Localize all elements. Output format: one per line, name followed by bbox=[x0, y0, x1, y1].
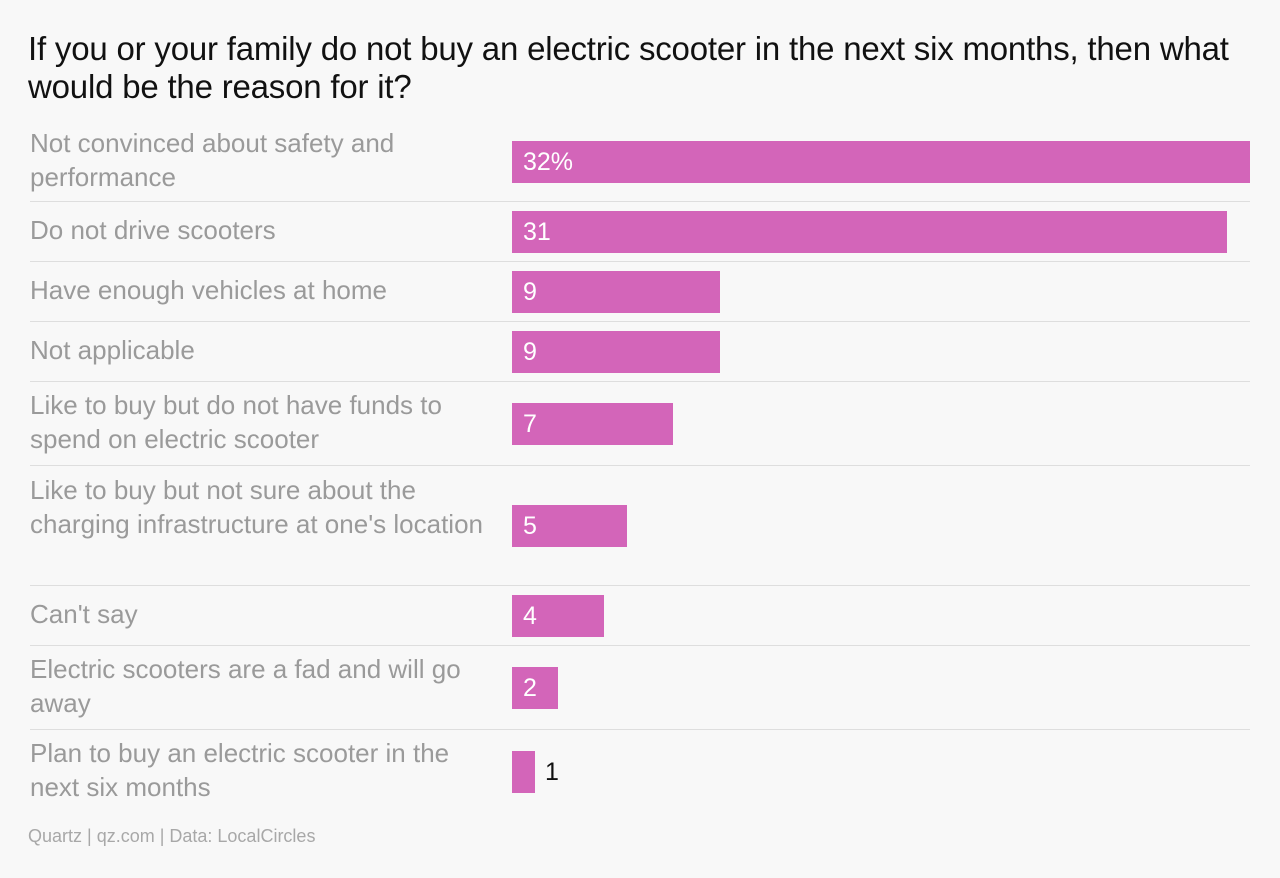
bar-row: Do not drive scooters 31 bbox=[0, 202, 1280, 262]
row-divider bbox=[30, 585, 1250, 586]
row-divider bbox=[30, 465, 1250, 466]
category-label: Can't say bbox=[30, 599, 138, 629]
bar-value-label: 9 bbox=[523, 338, 537, 366]
bar bbox=[512, 271, 720, 313]
bar-row: Electric scooters are a fad and will go … bbox=[0, 646, 1280, 730]
category-label: Have enough vehicles at home bbox=[30, 275, 388, 305]
bar bbox=[512, 751, 535, 793]
row-divider bbox=[30, 729, 1250, 730]
bar-value-label: 1 bbox=[545, 758, 559, 786]
bar-row: Plan to buy an electric scooter in the n… bbox=[0, 730, 1280, 814]
bar-value-label: 32% bbox=[523, 148, 574, 176]
bar bbox=[512, 595, 604, 637]
bar-value-label: 7 bbox=[523, 410, 537, 438]
bar bbox=[512, 141, 1250, 183]
category-label: Plan to buy an electric scooter in the n… bbox=[30, 738, 450, 802]
row-divider bbox=[30, 201, 1250, 202]
bar-value-label: 2 bbox=[523, 674, 537, 702]
category-label: Like to buy but do not have funds to spe… bbox=[30, 390, 442, 454]
row-divider bbox=[30, 645, 1250, 646]
bar bbox=[512, 331, 720, 373]
row-divider bbox=[30, 321, 1250, 322]
bar-value-label: 4 bbox=[523, 602, 537, 630]
bar-value-label: 31 bbox=[523, 218, 551, 246]
bar-row: Like to buy but not sure about the charg… bbox=[0, 466, 1280, 586]
bar-row: Can't say 4 bbox=[0, 586, 1280, 646]
category-label: Do not drive scooters bbox=[30, 215, 276, 245]
row-divider bbox=[30, 261, 1250, 262]
bar bbox=[512, 505, 627, 547]
category-label: Electric scooters are a fad and will go … bbox=[30, 654, 461, 718]
bar-value-label: 9 bbox=[523, 278, 537, 306]
bar bbox=[512, 667, 558, 709]
bar bbox=[512, 211, 1227, 253]
bar-row: Like to buy but do not have funds to spe… bbox=[0, 382, 1280, 466]
bar-row: Not convinced about safety and performan… bbox=[0, 122, 1280, 202]
bar-row: Have enough vehicles at home 9 bbox=[0, 262, 1280, 322]
category-label: Not convinced about safety and performan… bbox=[30, 128, 395, 192]
bar-value-label: 5 bbox=[523, 512, 537, 540]
category-label: Like to buy but not sure about the charg… bbox=[30, 475, 483, 539]
category-label: Not applicable bbox=[30, 335, 195, 365]
bar-row: Not applicable 9 bbox=[0, 322, 1280, 382]
bar bbox=[512, 403, 673, 445]
row-divider bbox=[30, 381, 1250, 382]
source-credit: Quartz | qz.com | Data: LocalCircles bbox=[28, 826, 316, 846]
chart-title: If you or your family do not buy an elec… bbox=[28, 30, 1229, 105]
